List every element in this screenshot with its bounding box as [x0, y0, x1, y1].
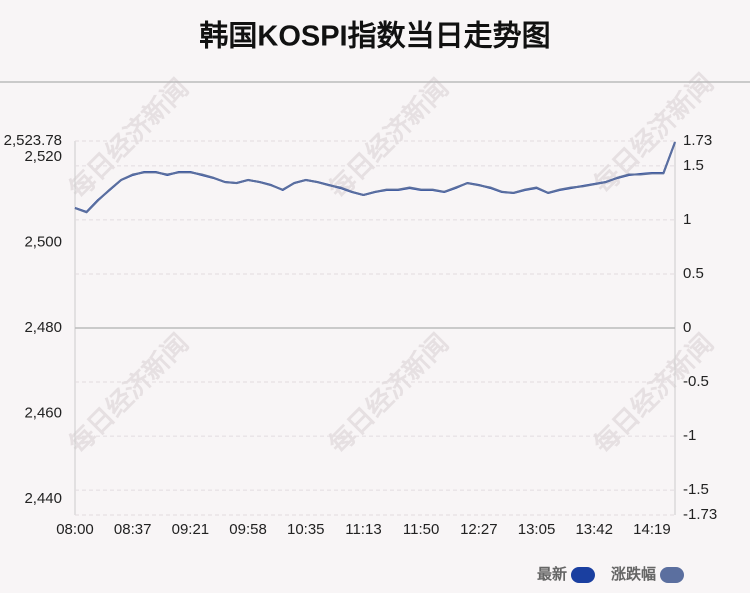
y2-tick-label: -0.5	[683, 373, 709, 390]
x-tick-label: 09:21	[172, 521, 210, 538]
y2-tick-label: 1.73	[683, 132, 712, 149]
x-tick-label: 13:42	[575, 521, 613, 538]
y2-tick-label: 0	[683, 319, 691, 336]
x-tick-label: 08:00	[56, 521, 94, 538]
y2-tick-label: 1	[683, 211, 691, 228]
x-tick-label: 11:13	[345, 521, 381, 538]
legend-label: 涨跌幅	[611, 565, 656, 583]
x-tick-label: 10:35	[287, 521, 325, 538]
y-tick-label: 2,460	[24, 404, 62, 421]
chart-title: 韩国KOSPI指数当日走势图	[199, 20, 550, 53]
y2-tick-label: -1	[683, 427, 696, 444]
y-tick-label: 2,440	[24, 490, 62, 507]
y2-tick-label: -1.73	[683, 506, 717, 523]
y2-tick-label: -1.5	[683, 481, 709, 498]
x-tick-label: 08:37	[114, 521, 152, 538]
legend-swatch	[660, 567, 684, 583]
y-tick-label: 2,500	[24, 234, 62, 251]
y-tick-label: 2,520	[24, 148, 62, 165]
x-tick-label: 11:50	[403, 521, 439, 538]
y2-tick-label: 0.5	[683, 265, 704, 282]
x-tick-label: 13:05	[518, 521, 556, 538]
y-tick-label: 2,523.78	[4, 132, 62, 149]
x-tick-label: 14:19	[633, 521, 671, 538]
y2-tick-label: 1.5	[683, 157, 704, 174]
x-tick-label: 09:58	[229, 521, 267, 538]
x-tick-label: 12:27	[460, 521, 498, 538]
y-tick-label: 2,480	[24, 319, 62, 336]
legend-label: 最新	[537, 565, 567, 583]
series-line	[74, 141, 676, 214]
legend-swatch	[570, 567, 595, 583]
